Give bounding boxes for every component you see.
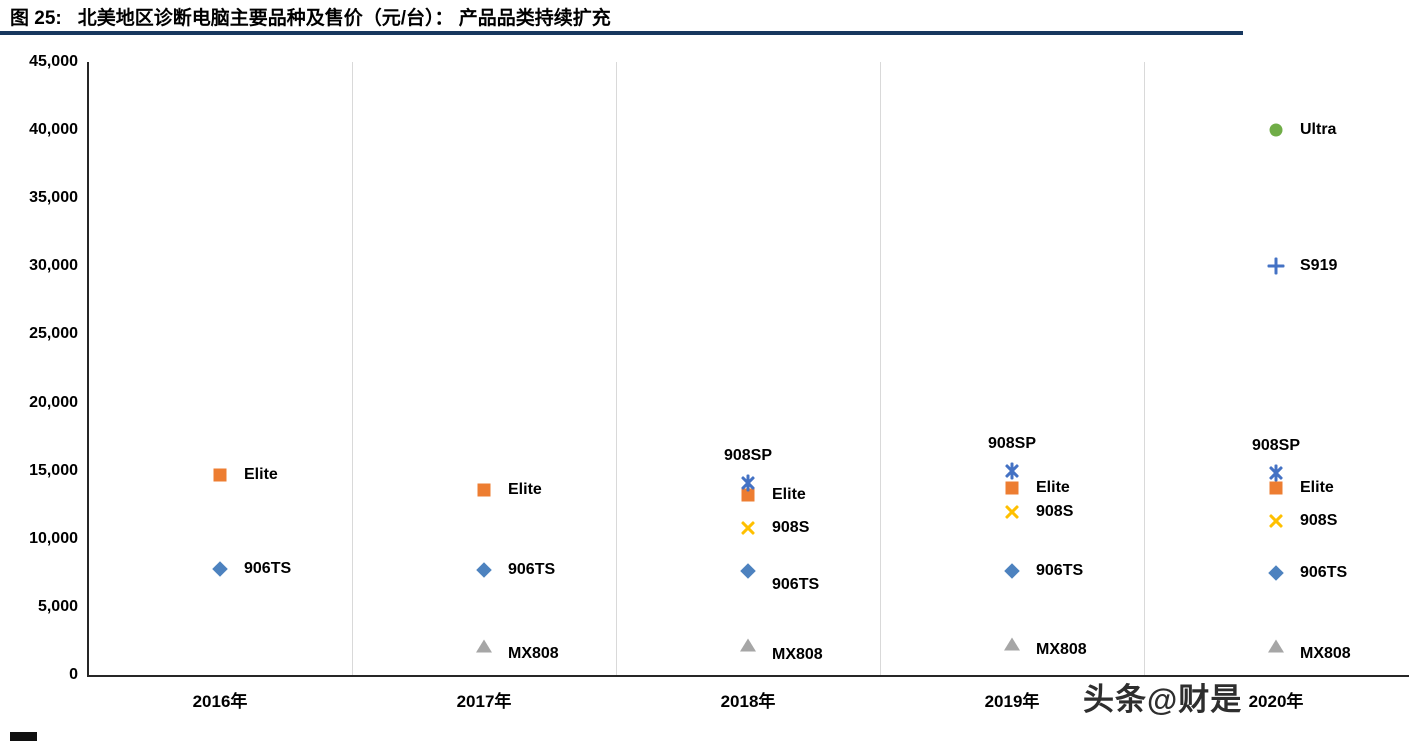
data-point-label-Elite: Elite — [244, 465, 278, 483]
x-marker-icon — [1004, 504, 1020, 520]
data-point-908SP — [1268, 464, 1284, 482]
y-axis-line — [87, 62, 89, 677]
circle-marker-icon — [1269, 123, 1283, 137]
data-point-Elite — [741, 488, 755, 502]
data-point-906TS — [1004, 563, 1020, 580]
data-point-908S — [1004, 504, 1020, 520]
data-point-MX808 — [476, 639, 492, 653]
data-point-label-908SP: 908SP — [987, 434, 1037, 452]
asterisk-marker-icon — [1004, 462, 1020, 480]
x-axis-label: 2020年 — [1248, 692, 1304, 711]
data-point-label-Elite: Elite — [772, 486, 806, 504]
y-tick-label: 45,000 — [29, 53, 78, 70]
data-point-label-MX808: MX808 — [1300, 645, 1351, 663]
data-point-label-906TS: 906TS — [772, 576, 820, 594]
diamond-marker-icon — [1004, 563, 1020, 580]
x-axis-label: 2017年 — [456, 692, 512, 711]
square-marker-icon — [1005, 481, 1019, 495]
data-point-label-MX808: MX808 — [772, 646, 823, 664]
data-point-label-Elite: Elite — [1300, 479, 1334, 497]
title-underline — [0, 31, 1243, 35]
figure-number: 图 25: — [10, 8, 62, 29]
figure-title-text: 北美地区诊断电脑主要品种及售价（元/台）： 产品品类持续扩充 — [77, 8, 611, 29]
data-point-906TS — [740, 563, 756, 580]
plus-marker-icon — [1267, 257, 1285, 275]
data-point-Elite — [213, 468, 227, 482]
y-tick-label: 30,000 — [29, 257, 78, 275]
data-point-908SP — [740, 474, 756, 492]
x-axis-label: 2016年 — [192, 692, 248, 711]
cropped-text-fragment — [10, 732, 37, 741]
square-marker-icon — [741, 488, 755, 502]
data-point-MX808 — [1268, 639, 1284, 653]
data-point-908SP — [1004, 462, 1020, 480]
data-point-label-906TS: 906TS — [1300, 563, 1348, 581]
square-marker-icon — [477, 483, 491, 497]
y-tick-label: 40,000 — [29, 121, 78, 139]
x-axis-line — [87, 675, 1409, 677]
triangle-marker-icon — [476, 639, 492, 653]
x-axis-label: 2019年 — [984, 692, 1040, 711]
watermark: 头条@财是 — [1083, 682, 1243, 717]
y-tick-label: 10,000 — [29, 529, 78, 547]
data-point-label-908S: 908S — [1300, 512, 1338, 530]
data-point-908S — [1268, 513, 1284, 529]
y-tick-label: 35,000 — [29, 189, 78, 207]
y-tick-label: 0 — [69, 666, 78, 683]
y-tick-label: 25,000 — [29, 325, 78, 343]
data-point-Elite — [1269, 481, 1283, 495]
square-marker-icon — [1269, 481, 1283, 495]
asterisk-marker-icon — [1268, 464, 1284, 482]
diamond-marker-icon — [212, 560, 228, 577]
category-gridline — [616, 62, 617, 675]
data-point-label-906TS: 906TS — [508, 561, 556, 579]
y-tick-label: 5,000 — [37, 597, 78, 615]
data-point-Elite — [1005, 481, 1019, 495]
y-tick-label: 15,000 — [29, 461, 78, 479]
y-tick-label: 20,000 — [29, 393, 78, 411]
category-gridline — [880, 62, 881, 675]
x-axis-label: 2018年 — [720, 692, 776, 711]
data-point-MX808 — [740, 638, 756, 652]
data-point-label-S919: S919 — [1300, 257, 1338, 275]
triangle-marker-icon — [1004, 637, 1020, 651]
x-marker-icon — [1268, 513, 1284, 529]
data-point-MX808 — [1004, 637, 1020, 651]
triangle-marker-icon — [1268, 639, 1284, 653]
category-gridline — [352, 62, 353, 675]
data-point-label-908S: 908S — [772, 518, 810, 536]
data-point-label-908SP: 908SP — [723, 446, 773, 464]
data-point-label-906TS: 906TS — [1036, 562, 1084, 580]
data-point-label-Elite: Elite — [1036, 479, 1070, 497]
diamond-marker-icon — [740, 563, 756, 580]
data-point-label-906TS: 906TS — [244, 559, 292, 577]
data-point-S919 — [1267, 257, 1285, 275]
x-marker-icon — [740, 520, 756, 536]
data-point-label-908S: 908S — [1036, 502, 1074, 520]
data-point-label-MX808: MX808 — [1036, 640, 1087, 658]
data-point-label-Ultra: Ultra — [1300, 121, 1337, 139]
asterisk-marker-icon — [740, 474, 756, 492]
square-marker-icon — [213, 468, 227, 482]
triangle-marker-icon — [740, 638, 756, 652]
data-point-label-MX808: MX808 — [508, 645, 559, 663]
data-point-906TS — [476, 562, 492, 578]
data-point-label-Elite: Elite — [508, 480, 542, 498]
figure-title: 图 25: 北美地区诊断电脑主要品种及售价（元/台）： 产品品类持续扩充 — [10, 3, 611, 30]
data-point-906TS — [1268, 565, 1284, 581]
data-point-label-908SP: 908SP — [1251, 437, 1301, 455]
category-gridline — [1144, 62, 1145, 675]
data-point-Elite — [477, 483, 491, 497]
data-point-908S — [740, 520, 756, 536]
data-point-Ultra — [1269, 123, 1283, 137]
diamond-marker-icon — [476, 562, 492, 578]
diamond-marker-icon — [1268, 565, 1284, 581]
data-point-906TS — [212, 560, 228, 577]
